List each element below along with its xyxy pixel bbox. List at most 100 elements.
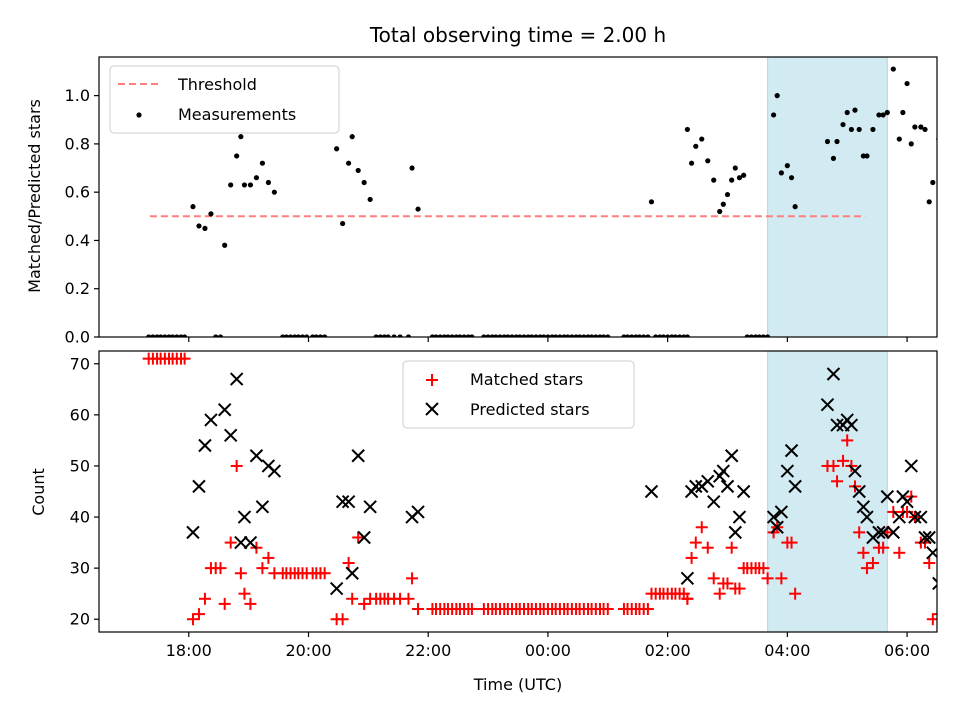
- matched-point: [866, 557, 879, 570]
- predicted-point: [784, 443, 799, 458]
- measurement-point: [367, 196, 373, 203]
- measurement-point: [952, 334, 957, 339]
- measurement-point: [605, 334, 611, 337]
- measurement-point: [445, 334, 451, 337]
- measurement-point: [581, 334, 587, 337]
- predicted-point: [826, 367, 841, 381]
- matched-legend-swatch: [426, 374, 438, 386]
- predicted-legend-swatch: [425, 402, 439, 416]
- bottom-x-tick-label: 20:00: [285, 641, 331, 660]
- measurement-point: [553, 334, 559, 337]
- measurement-point: [485, 334, 491, 337]
- measurement-point: [648, 199, 655, 205]
- measurement-point: [896, 136, 902, 142]
- predicted-point: [820, 397, 835, 412]
- measurement-point: [213, 334, 219, 337]
- measurement-point: [397, 334, 403, 337]
- matched-point: [857, 546, 870, 559]
- predicted-point: [204, 413, 218, 427]
- measurement-point: [529, 334, 535, 337]
- measurement-point: [569, 334, 575, 337]
- measurement-point: [957, 334, 960, 339]
- measurement-point: [948, 334, 953, 339]
- measurement-point: [653, 334, 659, 337]
- measurement-point: [848, 126, 855, 133]
- predicted-point: [732, 510, 747, 524]
- predicted-point: [724, 449, 739, 463]
- predicted-point: [267, 464, 282, 478]
- predicted-point: [860, 510, 874, 524]
- measurement-point: [717, 208, 723, 215]
- measurement-point: [636, 334, 643, 337]
- measurement-point: [565, 334, 571, 337]
- measurement-point: [770, 112, 777, 118]
- matched-point: [230, 459, 243, 472]
- measurement-point: [521, 334, 527, 337]
- measurement-point: [672, 334, 679, 337]
- matched-point: [877, 541, 890, 554]
- measurement-point: [788, 175, 795, 181]
- top-plot-content: [146, 57, 960, 339]
- measurement-point: [684, 126, 690, 133]
- matched-point: [837, 454, 850, 467]
- predicted-point: [689, 479, 703, 494]
- predicted-point: [217, 403, 232, 417]
- measurement-point: [265, 179, 271, 186]
- predicted-point: [766, 510, 781, 524]
- predicted-point: [844, 418, 859, 432]
- matched-point: [841, 434, 854, 447]
- measurement-point: [744, 334, 750, 337]
- measurement-point: [481, 334, 487, 337]
- top-legend: Threshold Measurements: [109, 65, 340, 134]
- matched-point: [358, 597, 371, 610]
- matched-point: [198, 592, 211, 605]
- matched-point: [721, 577, 734, 590]
- matched-point: [192, 608, 205, 621]
- predicted-point: [351, 449, 365, 463]
- measurement-point: [271, 189, 277, 195]
- measurement-point: [259, 160, 266, 166]
- predicted-point: [852, 484, 866, 499]
- measurement-point: [295, 334, 301, 337]
- top-y-tick-label: 0.8: [65, 134, 90, 153]
- measurement-point: [693, 143, 699, 149]
- predicted-point: [234, 535, 248, 550]
- predicted-point: [914, 510, 928, 524]
- measurement-point: [283, 334, 289, 337]
- matched-point: [953, 603, 960, 615]
- measurement-point: [641, 334, 647, 337]
- matched-point: [342, 557, 355, 570]
- measurement-point: [593, 334, 599, 337]
- measurement-point: [238, 134, 244, 140]
- measurement-point: [684, 334, 690, 337]
- predicted-point: [411, 505, 425, 519]
- measurement-point: [880, 112, 886, 118]
- measurement-point: [736, 175, 743, 181]
- measurement-point: [355, 167, 361, 174]
- matched-point: [845, 459, 858, 472]
- predicted-point: [707, 495, 721, 509]
- measurement-point: [834, 138, 840, 145]
- bottom-y-tick-label: 40: [70, 508, 90, 527]
- top-y-tick-label: 0.6: [65, 183, 90, 202]
- bottom-x-tick-label: 04:00: [764, 641, 810, 660]
- measurement-point: [391, 334, 397, 337]
- measurement-point: [824, 138, 831, 145]
- matched-point: [733, 582, 746, 595]
- measurement-point: [645, 334, 651, 337]
- measurement-point: [334, 146, 340, 152]
- measurement-point: [181, 334, 188, 337]
- x-axis-label: Time (UTC): [473, 675, 562, 694]
- measurement-point: [346, 160, 352, 166]
- bottom-x-tick-label: 18:00: [166, 641, 212, 660]
- bottom-legend-box: [402, 360, 635, 429]
- predicted-point: [736, 484, 751, 499]
- measurement-point: [509, 334, 515, 337]
- predicted-point: [341, 495, 356, 509]
- matched-point: [936, 608, 937, 611]
- predicted-point: [701, 474, 715, 488]
- measurement-point: [778, 170, 784, 176]
- measurement-point: [918, 124, 924, 130]
- predicted-point: [900, 495, 914, 509]
- matched-point: [893, 546, 906, 559]
